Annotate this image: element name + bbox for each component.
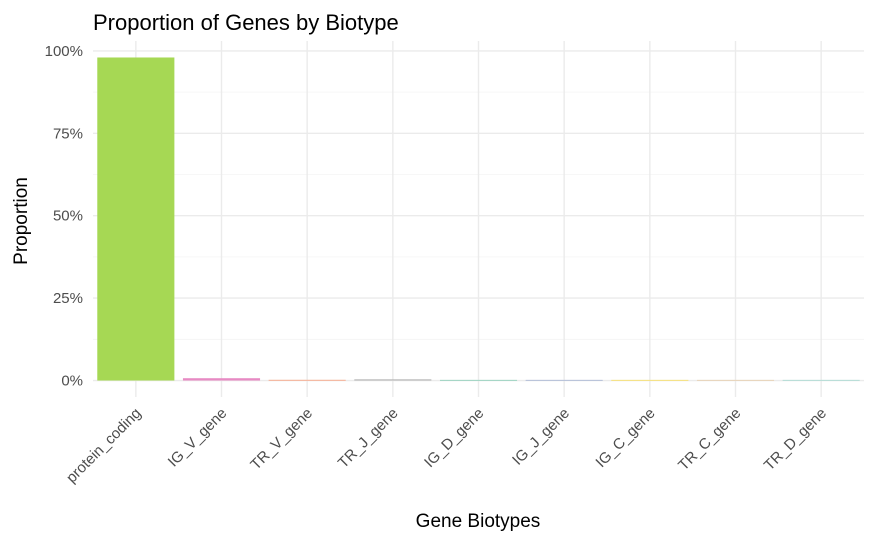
bar-tr-d-gene	[782, 379, 860, 381]
y-tick-label: 25%	[53, 290, 83, 307]
y-tick-label: 50%	[53, 208, 83, 225]
bar-protein-coding	[97, 57, 175, 381]
bar-tr-v-gene	[268, 379, 346, 381]
x-tick-label: IG_C_gene	[592, 405, 658, 471]
bars	[97, 57, 860, 381]
x-tick-label: TR_J_gene	[335, 405, 402, 472]
y-tick-label: 75%	[53, 125, 83, 142]
x-tick-label: IG_J_gene	[509, 405, 573, 469]
bar-ig-d-gene	[439, 379, 518, 381]
bar-ig-v-gene	[182, 378, 261, 381]
x-tick-labels: protein_coding IG_V_gene TR_V_gene TR_J_gen…	[63, 405, 830, 487]
bar-tr-c-gene	[696, 379, 775, 381]
x-tick-label: IG_V_gene	[165, 405, 231, 471]
y-tick-label: 100%	[45, 43, 83, 60]
grid-lines	[93, 41, 864, 397]
bar-ig-j-gene	[525, 379, 603, 381]
x-tick-label: IG_D_gene	[421, 405, 487, 471]
chart-title: Proportion of Genes by Biotype	[93, 10, 399, 35]
bar-ig-c-gene	[611, 379, 689, 381]
x-tick-label: TR_V_gene	[247, 405, 316, 474]
y-axis-title: Proportion	[11, 177, 32, 265]
x-axis-title: Gene Biotypes	[416, 511, 541, 532]
bar-tr-j-gene	[354, 379, 432, 381]
y-tick-labels: 0% 25% 50% 75% 100%	[45, 43, 83, 390]
x-tick-label: TR_C_gene	[675, 405, 744, 474]
y-tick-label: 0%	[61, 373, 83, 390]
x-tick-label: protein_coding	[63, 405, 145, 487]
x-tick-label: TR_D_gene	[761, 405, 830, 474]
